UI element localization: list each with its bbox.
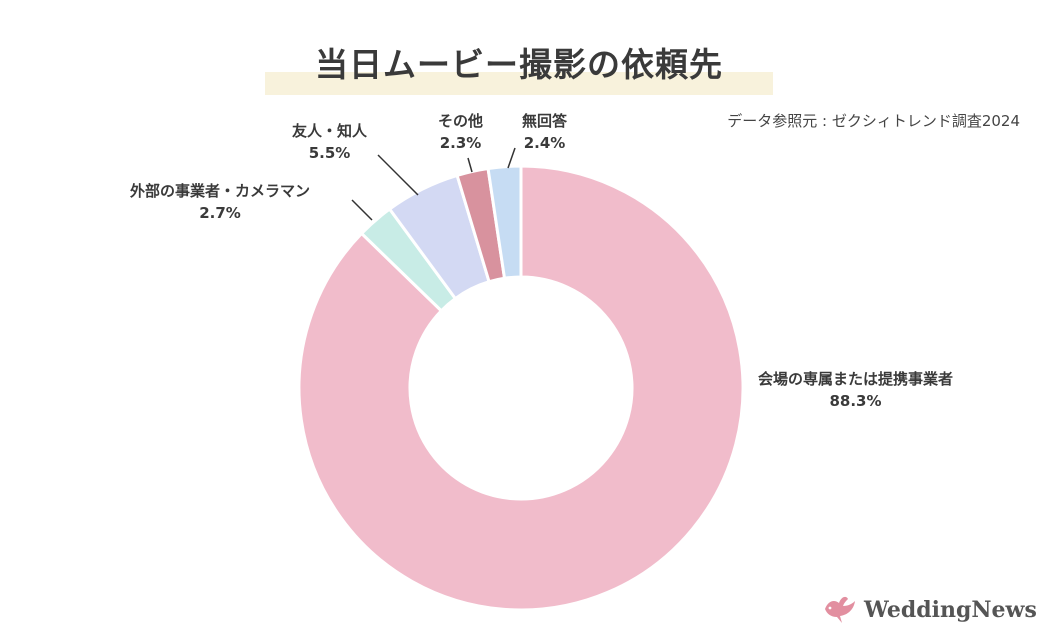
dove-icon: [825, 596, 855, 623]
label-friends-value: 5.5%: [308, 144, 351, 162]
label-other-value: 2.3%: [439, 134, 482, 152]
label-external-value: 2.7%: [199, 204, 241, 222]
brand-logo: WeddingNews: [822, 592, 1037, 628]
label-noanswer-value: 2.4%: [523, 134, 566, 152]
label-noanswer-name: 無回答: [522, 112, 568, 130]
label-venue-name: 会場の専属または提携事業者: [758, 370, 954, 388]
slice-venue: [297, 164, 745, 612]
label-noanswer: 無回答 2.4%: [522, 110, 567, 154]
label-other: その他 2.3%: [438, 110, 483, 154]
chart-title: 当日ムービー撮影の依頼先: [315, 45, 723, 84]
leader-other: [467, 157, 473, 173]
label-venue-value: 88.3%: [829, 392, 882, 410]
brand-name: WeddingNews: [864, 597, 1037, 623]
label-external: 外部の事業者・カメラマン 2.7%: [130, 180, 310, 224]
leader-external: [351, 199, 373, 221]
label-friends-name: 友人・知人: [292, 122, 368, 140]
label-other-name: その他: [438, 112, 484, 130]
title-highlight: [265, 72, 773, 95]
label-external-name: 外部の事業者・カメラマン: [130, 182, 311, 200]
leader-noanswer: [507, 147, 516, 169]
label-friends: 友人・知人 5.5%: [292, 120, 367, 164]
label-venue: 会場の専属または提携事業者 88.3%: [758, 368, 953, 412]
data-source: データ参照元 : ゼクシィトレンド調査2024: [727, 112, 1020, 130]
leader-friends: [377, 154, 419, 196]
slice-noanswer: [486, 164, 523, 280]
